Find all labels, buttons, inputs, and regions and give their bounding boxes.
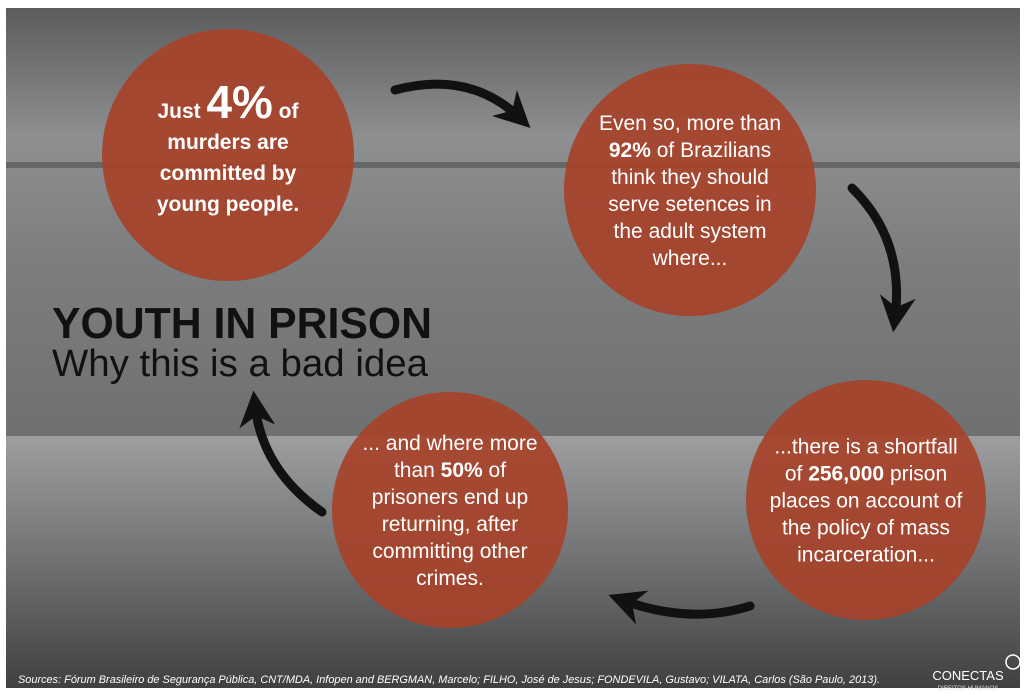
bubble-text-segment: ...there is a shortfall: [774, 435, 957, 458]
bubble-text-segment: committing other: [372, 540, 527, 563]
wall-seam: [6, 162, 1020, 168]
bubble-text-segment: places on account of: [770, 489, 963, 512]
arrow: [847, 183, 916, 333]
bubble-text-segment: serve setences in: [608, 193, 771, 216]
bubble-text: ... and where more than 50% of prisoners e…: [362, 432, 537, 590]
bubble-text-segment: prisoners end up: [372, 486, 528, 509]
subtitle: Why this is a bad idea: [52, 343, 429, 385]
bubble-text-segment: of Brazilians: [651, 139, 771, 162]
bubble-text-segment: murders are: [167, 131, 288, 154]
bubble-text-segment: committed by: [160, 162, 297, 185]
arrow: [390, 79, 531, 128]
bubble-text-segment: prison: [884, 462, 947, 485]
circles: Just 4% of murders are committed by young p…: [102, 29, 986, 628]
bubble-text-segment: returning, after: [382, 513, 519, 536]
bubble-text-segment: Just: [158, 100, 207, 123]
title: YOUTH IN PRISON: [52, 299, 432, 348]
bubble-text-segment: Even so, more than: [599, 112, 781, 135]
bubble-text-segment: 92%: [609, 139, 651, 162]
logo-tagline: DIREITOS HUMANOS: [938, 686, 999, 692]
bubble-text: ...there is a shortfall of 256,000 prison…: [770, 435, 963, 566]
bubble-text-segment: crimes.: [416, 567, 484, 590]
bubble-text-segment: the adult system: [614, 220, 767, 243]
arrow: [239, 390, 327, 517]
sources: Sources: Fórum Brasileiro de Segurança P…: [18, 674, 880, 686]
bubble-text-segment: young people.: [157, 193, 299, 216]
bubble-text-segment: 4%: [207, 76, 273, 128]
bubble: [102, 29, 354, 281]
bubble-text-segment: than: [394, 459, 441, 482]
bubble-text-segment: think they should: [611, 166, 769, 189]
bubble-text: Just 4% of murders are committed by young p…: [157, 76, 300, 216]
bubble-text: Even so, more than 92% of Brazilians think…: [599, 112, 781, 270]
bubble: [332, 392, 568, 628]
bubble-text-segment: the policy of mass: [782, 516, 950, 539]
bubble: [564, 64, 816, 316]
arrows: [239, 79, 916, 625]
bubble-text-segment: incarceration...: [797, 543, 935, 566]
bubble-text-segment: of: [483, 459, 507, 482]
logo-name: CONECTAS: [932, 668, 1004, 683]
arrow: [608, 590, 755, 625]
bubble-text-segment: ... and where more: [362, 432, 537, 455]
bubble: [746, 380, 986, 620]
bubble-text-segment: of: [785, 462, 808, 485]
bubble-text-segment: 256,000: [808, 462, 884, 485]
bubble-text-segment: where...: [652, 247, 728, 270]
bubble-text-segment: of: [273, 100, 300, 123]
bubble-text-segment: 50%: [441, 459, 483, 482]
logo-icon: [1005, 654, 1021, 670]
